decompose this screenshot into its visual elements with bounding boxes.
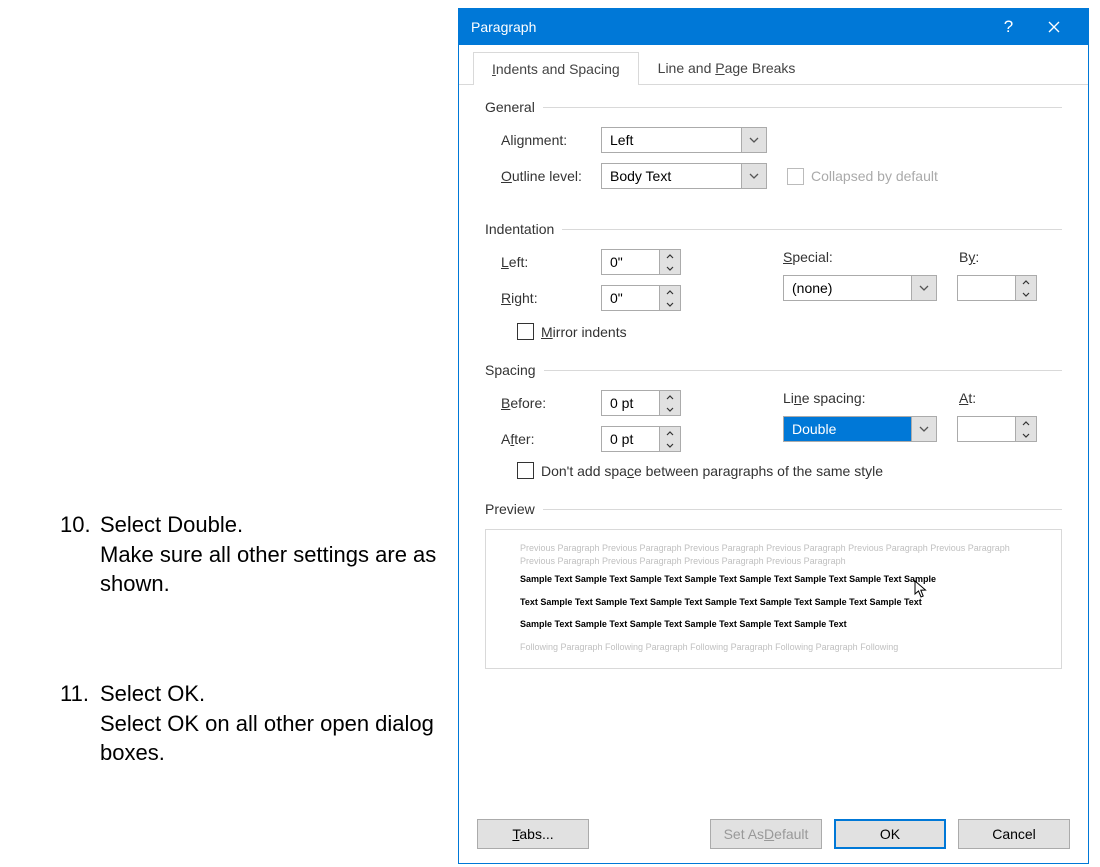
alignment-dropdown[interactable]: Left xyxy=(601,127,767,153)
indentation-section: Indentation Left: 0" Right: 0" xyxy=(485,221,1062,340)
general-section: General Alignment: Left Outline level: B… xyxy=(485,99,1062,199)
collapsed-checkbox: Collapsed by default xyxy=(787,168,938,185)
before-label: Before: xyxy=(501,395,601,411)
special-label: Special: xyxy=(783,249,933,265)
step-number: 11. xyxy=(60,679,100,768)
preview-box: Previous Paragraph Previous Paragraph Pr… xyxy=(485,529,1062,669)
at-label: At: xyxy=(959,390,976,406)
help-button[interactable]: ? xyxy=(986,9,1031,45)
step-number: 10. xyxy=(60,510,100,599)
dialog-title: Paragraph xyxy=(471,19,986,35)
chevron-down-icon xyxy=(911,275,937,301)
step-text: Select OK. Select OK on all other open d… xyxy=(100,679,440,768)
indent-left-spinner[interactable]: 0" xyxy=(601,249,681,275)
instructions-panel: 10. Select Double. Make sure all other s… xyxy=(60,510,440,798)
cancel-button[interactable]: Cancel xyxy=(958,819,1070,849)
after-spinner[interactable]: 0 pt xyxy=(601,426,681,452)
section-header: Indentation xyxy=(485,221,1062,237)
chevron-down-icon xyxy=(741,127,767,153)
checkbox-icon xyxy=(517,323,534,340)
tabs-button[interactable]: Tabs... xyxy=(477,819,589,849)
tab-line-page-breaks[interactable]: Line and Page Breaks xyxy=(639,51,815,84)
close-button[interactable] xyxy=(1031,9,1076,45)
tabstrip: Indents and Spacing Line and Page Breaks xyxy=(459,47,1088,85)
dialog-content: General Alignment: Left Outline level: B… xyxy=(459,85,1088,807)
line-spacing-dropdown[interactable]: Double xyxy=(783,416,937,442)
preview-section: Preview Previous Paragraph Previous Para… xyxy=(485,501,1062,669)
outline-label: Outline level: xyxy=(501,168,601,184)
cursor-icon xyxy=(914,580,930,601)
section-header: Spacing xyxy=(485,362,1062,378)
outline-dropdown[interactable]: Body Text xyxy=(601,163,767,189)
step-text: Select Double. Make sure all other setti… xyxy=(100,510,440,599)
titlebar: Paragraph ? xyxy=(459,9,1088,45)
by-spinner[interactable] xyxy=(957,275,1037,301)
paragraph-dialog: Paragraph ? Indents and Spacing Line and… xyxy=(458,8,1089,864)
alignment-label: Alignment: xyxy=(501,132,601,148)
mirror-indents-checkbox[interactable]: Mirror indents xyxy=(517,323,1062,340)
after-label: After: xyxy=(501,431,601,447)
chevron-down-icon xyxy=(741,163,767,189)
section-header: Preview xyxy=(485,501,1062,517)
by-label: By: xyxy=(959,249,979,265)
at-spinner[interactable] xyxy=(957,416,1037,442)
indent-left-label: Left: xyxy=(501,254,601,270)
no-add-space-checkbox[interactable]: Don't add space between paragraphs of th… xyxy=(517,462,1062,479)
checkbox-icon xyxy=(517,462,534,479)
ok-button[interactable]: OK xyxy=(834,819,946,849)
before-spinner[interactable]: 0 pt xyxy=(601,390,681,416)
indent-right-spinner[interactable]: 0" xyxy=(601,285,681,311)
special-dropdown[interactable]: (none) xyxy=(783,275,937,301)
spacing-section: Spacing Before: 0 pt After: 0 pt xyxy=(485,362,1062,479)
chevron-down-icon xyxy=(911,416,937,442)
indent-right-label: Right: xyxy=(501,290,601,306)
line-spacing-label: Line spacing: xyxy=(783,390,933,406)
checkbox-icon xyxy=(787,168,804,185)
set-default-button[interactable]: Set As Default xyxy=(710,819,822,849)
button-row: Tabs... Set As Default OK Cancel xyxy=(459,807,1088,863)
section-header: General xyxy=(485,99,1062,115)
tab-indents-spacing[interactable]: Indents and Spacing xyxy=(473,52,639,85)
